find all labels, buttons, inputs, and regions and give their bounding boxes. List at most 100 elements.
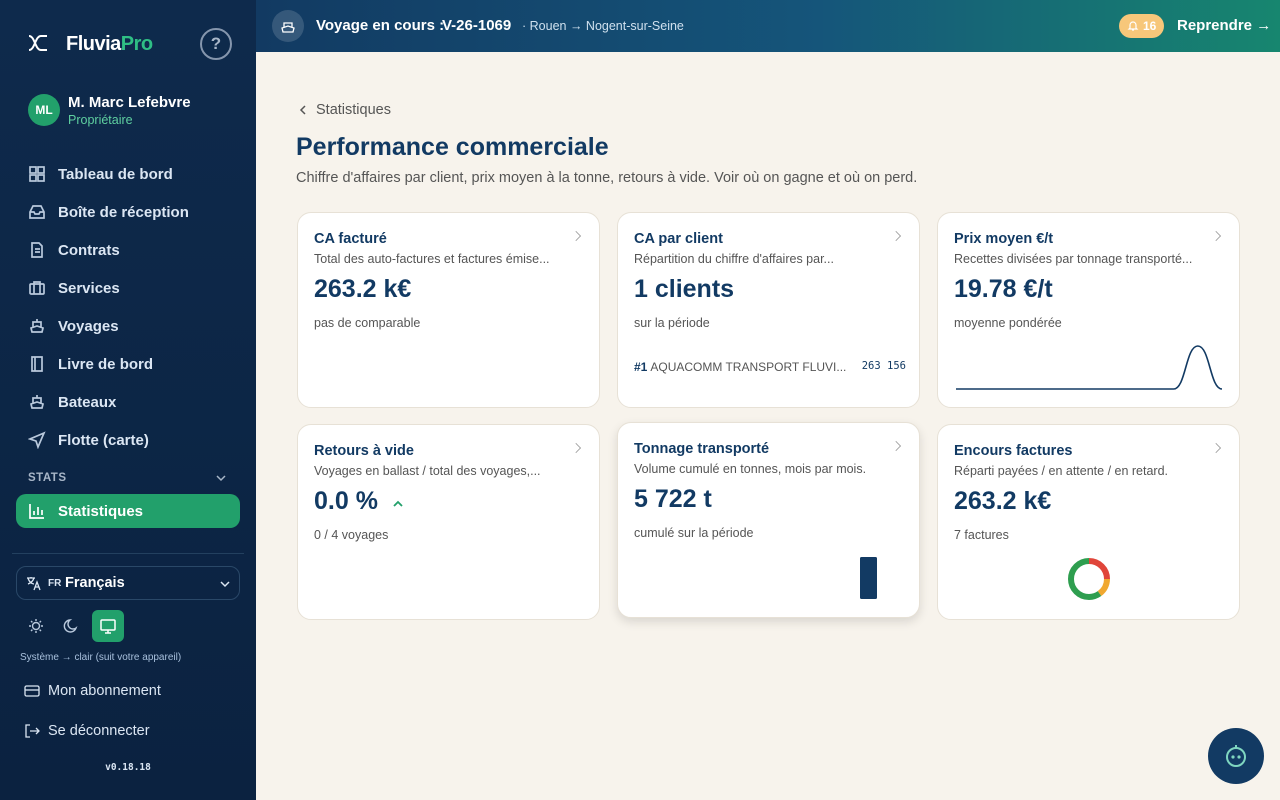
- bar-chart: [860, 557, 877, 599]
- card-note: moyenne pondérée: [954, 316, 1062, 330]
- chevron: [1211, 231, 1221, 241]
- language-code: FR: [48, 578, 62, 589]
- nav-label: Flotte (carte): [58, 431, 149, 449]
- nav-label: Statistiques: [58, 502, 144, 520]
- language-icon: [27, 577, 41, 591]
- nav-label: Tableau de bord: [58, 165, 173, 183]
- chevron: [891, 441, 901, 451]
- theme-light[interactable]: [26, 616, 46, 636]
- stat-card[interactable]: Prix moyen €/t Recettes divisées par tonn…: [937, 212, 1240, 408]
- chevron: [1211, 443, 1221, 453]
- language-label: Français: [65, 575, 125, 591]
- user-role: Propriétaire: [68, 113, 133, 127]
- card-value: 19.78 €/t: [954, 275, 1053, 303]
- nav-item[interactable]: Tableau de bord: [16, 157, 240, 191]
- card-description: Total des auto-factures et factures émis…: [314, 252, 550, 266]
- card-note: sur la période: [634, 316, 710, 330]
- card-title: Retours à vide: [314, 443, 414, 459]
- card-title: CA par client: [634, 231, 723, 247]
- notification-count: 16: [1143, 19, 1157, 33]
- nav-item[interactable]: Boîte de réception: [16, 195, 240, 229]
- brand-suffix: Pro: [120, 33, 153, 55]
- bar: [860, 557, 877, 599]
- nav-item-active[interactable]: Statistiques: [16, 494, 240, 528]
- client-name: AQUACOMM TRANSPORT FLUVI...: [650, 360, 847, 374]
- theme-dark[interactable]: [62, 616, 82, 636]
- nav-item[interactable]: Flotte (carte): [16, 423, 240, 457]
- topbar: Voyage en cours : V-26-1069 · Rouen → No…: [256, 0, 1280, 52]
- page-title: Performance commerciale: [296, 133, 609, 161]
- section-label: STATS: [28, 472, 67, 484]
- stat-card[interactable]: CA facturé Total des auto-factures et fac…: [297, 212, 600, 408]
- card-note: pas de comparable: [314, 316, 421, 330]
- nav-label: Livre de bord: [58, 355, 154, 373]
- divider: [12, 553, 244, 554]
- resume-button[interactable]: Reprendre →: [1177, 17, 1272, 34]
- sparkline: [955, 345, 1223, 390]
- donut-chart: [1068, 558, 1110, 600]
- theme-note: Système → clair (suit votre appareil): [20, 652, 182, 663]
- card-description: Recettes divisées par tonnage transporté…: [954, 252, 1193, 266]
- donut-segment: [1068, 558, 1110, 600]
- page-subtitle: Chiffre d'affaires par client, prix moye…: [296, 170, 918, 186]
- card-value: 5 722 t: [634, 485, 712, 513]
- assistant-button[interactable]: [1208, 728, 1264, 784]
- logout-link[interactable]: Se déconnecter: [48, 723, 150, 739]
- section-toggle[interactable]: [215, 473, 227, 483]
- logo-icon: [28, 35, 47, 51]
- card-title: Prix moyen €/t: [954, 231, 1054, 247]
- nav-label: Contrats: [58, 241, 120, 259]
- card-title: Tonnage transporté: [634, 441, 770, 457]
- trend-icon: [393, 500, 403, 507]
- help-button[interactable]: ?: [200, 28, 232, 60]
- stat-card[interactable]: CA par client Répartition du chiffre d'af…: [617, 212, 920, 408]
- chevron: [571, 443, 581, 453]
- brand: FluviaPro: [66, 33, 153, 56]
- avatar: ML: [28, 94, 60, 126]
- card-note: 0 / 4 voyages: [314, 528, 389, 542]
- language-select[interactable]: FR Français: [16, 566, 240, 600]
- theme-system[interactable]: [92, 610, 124, 642]
- subscription-icon: [24, 685, 40, 697]
- chevron: [891, 231, 901, 241]
- stat-card[interactable]: Retours à vide Voyages en ballast / total…: [297, 424, 600, 620]
- nav-item[interactable]: Voyages: [16, 309, 240, 343]
- logout-icon: [25, 724, 40, 738]
- nav-label: Voyages: [58, 317, 119, 335]
- ranking-row: #1 AQUACOMM TRANSPORT FLUVI... 263 156: [634, 360, 906, 374]
- voyage-label: Voyage en cours :: [316, 17, 445, 34]
- voyage-icon: [272, 10, 304, 42]
- card-value: 0.0 %: [314, 487, 378, 515]
- nav-item[interactable]: Services: [16, 271, 240, 305]
- stat-card[interactable]: Encours factures Réparti payées / en atte…: [937, 424, 1240, 620]
- dropdown-icon: [220, 581, 230, 588]
- card-note: 7 factures: [954, 528, 1009, 542]
- notifications[interactable]: 16: [1119, 14, 1164, 38]
- nav-label: Bateaux: [58, 393, 117, 411]
- nav-item[interactable]: Livre de bord: [16, 347, 240, 381]
- card-description: Répartition du chiffre d'affaires par...: [634, 252, 834, 266]
- card-value: 1 clients: [634, 275, 735, 303]
- sparkline-line: [955, 345, 1223, 390]
- subscription-link[interactable]: Mon abonnement: [48, 683, 161, 699]
- client-amount: 263 156: [861, 360, 906, 372]
- card-title: CA facturé: [314, 231, 387, 247]
- nav-item[interactable]: Bateaux: [16, 385, 240, 419]
- version: v0.18.18: [105, 762, 151, 773]
- stat-card[interactable]: Tonnage transporté Volume cumulé en tonne…: [617, 422, 920, 618]
- card-note: cumulé sur la période: [634, 526, 754, 540]
- card-value: 263.2 k€: [954, 487, 1052, 515]
- rank: #1: [634, 360, 648, 374]
- sidebar: FluviaPro ? ML M. Marc Lefebvre Propriét…: [0, 0, 256, 800]
- card-description: Réparti payées / en attente / en retard.: [954, 464, 1169, 478]
- nav-item[interactable]: Contrats: [16, 233, 240, 267]
- voyage-route: · Rouen → Nogent-sur-Seine: [522, 19, 684, 33]
- trend-arrow: [393, 500, 403, 507]
- card-description: Volume cumulé en tonnes, mois par mois.: [634, 462, 867, 476]
- chevron: [571, 231, 581, 241]
- breadcrumb[interactable]: Statistiques: [316, 102, 391, 118]
- voyage-id[interactable]: V-26-1069: [442, 17, 512, 34]
- brand-name: Fluvia: [66, 33, 121, 55]
